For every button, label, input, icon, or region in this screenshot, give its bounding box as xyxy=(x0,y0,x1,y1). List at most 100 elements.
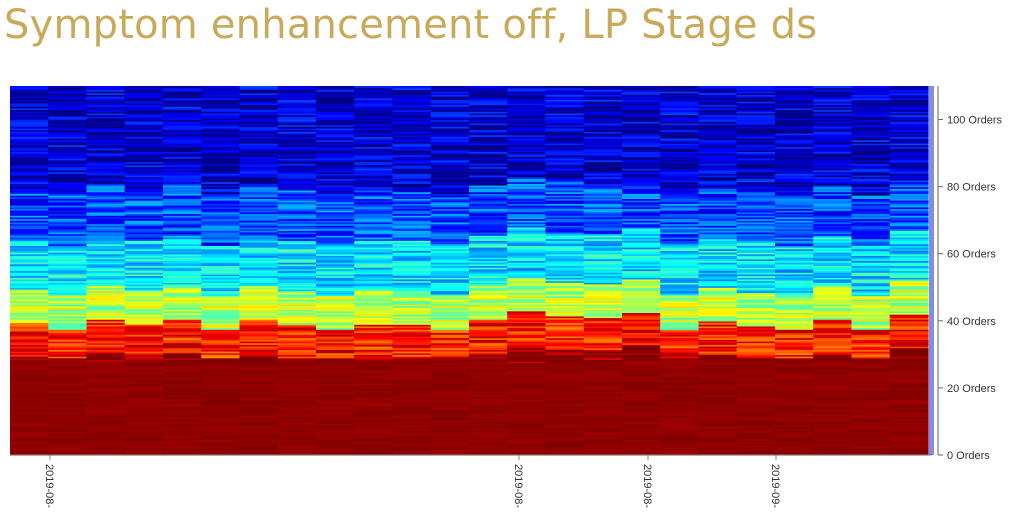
heatmap-cell xyxy=(545,310,585,314)
heatmap-cell xyxy=(86,312,126,315)
heatmap-cell xyxy=(545,178,585,181)
heatmap-cell xyxy=(660,129,700,132)
heatmap-cell xyxy=(430,397,470,401)
heatmap-cell xyxy=(851,377,891,381)
heatmap-cell xyxy=(430,347,470,350)
heatmap-cell xyxy=(124,340,164,344)
heatmap-cell xyxy=(239,245,279,248)
heatmap-cell xyxy=(698,431,738,434)
heatmap-cell xyxy=(430,352,470,355)
heatmap-cell xyxy=(239,260,279,263)
heatmap-cell xyxy=(736,111,776,114)
heatmap-cell xyxy=(392,377,432,381)
heatmap-cell xyxy=(201,154,241,158)
heatmap-cell xyxy=(277,344,317,347)
heatmap-cell xyxy=(10,404,49,407)
heatmap-cell xyxy=(698,91,738,94)
heatmap-cell xyxy=(660,112,700,116)
heatmap-cell xyxy=(851,193,891,196)
heatmap-cell xyxy=(239,156,279,159)
heatmap-cell xyxy=(430,148,470,151)
heatmap-cell xyxy=(86,178,126,181)
heatmap-cell xyxy=(736,186,776,189)
heatmap-cell xyxy=(163,421,202,424)
heatmap-cell xyxy=(660,345,700,349)
heatmap-cell xyxy=(354,413,394,416)
heatmap-cell xyxy=(124,376,164,379)
heatmap-cell xyxy=(354,252,394,255)
heatmap-cell xyxy=(698,268,738,272)
heatmap-cell xyxy=(277,434,317,438)
heatmap-cell xyxy=(469,307,508,310)
heatmap-cell xyxy=(48,163,88,166)
heatmap-cell xyxy=(736,253,776,257)
heatmap-cell xyxy=(354,392,394,396)
heatmap-cell xyxy=(813,431,853,434)
heatmap-cell xyxy=(86,449,126,453)
heatmap-cell xyxy=(583,122,623,126)
heatmap-cell xyxy=(545,114,585,117)
heatmap-cell xyxy=(813,151,853,154)
heatmap-cell xyxy=(698,253,738,257)
heatmap-cell xyxy=(124,342,164,345)
heatmap-cell xyxy=(469,376,508,379)
heatmap-cell xyxy=(430,376,470,379)
heatmap-cell xyxy=(239,107,279,111)
heatmap-cell xyxy=(201,414,241,418)
heatmap-cell xyxy=(10,278,49,282)
heatmap-cell xyxy=(163,218,202,221)
heatmap-cell xyxy=(736,112,776,116)
heatmap-cell xyxy=(277,188,317,191)
heatmap-cell xyxy=(316,201,355,205)
heatmap-cell xyxy=(163,260,202,263)
heatmap-cell xyxy=(660,413,700,416)
heatmap-cell xyxy=(124,414,164,418)
heatmap-cell xyxy=(163,392,202,396)
heatmap-cell xyxy=(316,403,355,406)
heatmap-cell xyxy=(622,285,661,288)
heatmap-cell xyxy=(201,270,241,273)
heatmap-cell xyxy=(392,191,432,194)
heatmap-cell xyxy=(469,327,508,330)
heatmap-cell xyxy=(201,371,241,374)
heatmap-cell xyxy=(660,431,700,434)
heatmap-cell xyxy=(469,304,508,307)
heatmap-cell xyxy=(430,359,470,362)
heatmap-cell xyxy=(86,106,126,109)
heatmap-cell xyxy=(698,344,738,347)
heatmap-cell xyxy=(430,413,470,416)
heatmap-cell xyxy=(813,132,853,136)
heatmap-cell xyxy=(660,206,700,210)
heatmap-cell xyxy=(622,453,661,456)
heatmap-cell xyxy=(239,86,279,89)
heatmap-cell xyxy=(10,144,49,147)
heatmap-cell xyxy=(851,310,891,314)
heatmap-cell xyxy=(507,329,547,332)
heatmap-cell xyxy=(201,272,241,275)
heatmap-cell xyxy=(124,112,164,116)
heatmap-cell xyxy=(545,324,585,327)
heatmap-cell xyxy=(507,174,547,178)
heatmap-cell xyxy=(239,322,279,325)
heatmap-cell xyxy=(86,387,126,391)
heatmap-cell xyxy=(698,340,738,344)
heatmap-cell xyxy=(469,436,508,439)
heatmap-cell xyxy=(124,332,164,335)
heatmap-cell xyxy=(813,86,853,89)
heatmap-cell xyxy=(736,126,776,129)
heatmap-cell xyxy=(660,189,700,193)
heatmap-cell xyxy=(507,112,547,116)
heatmap-cell xyxy=(660,94,700,97)
heatmap-cell xyxy=(545,102,585,106)
heatmap-cell xyxy=(851,287,891,290)
heatmap-cell xyxy=(124,366,164,369)
heatmap-cell xyxy=(48,342,88,345)
heatmap-cell xyxy=(507,369,547,372)
heatmap-cell xyxy=(277,184,317,188)
heatmap-cell xyxy=(583,263,623,267)
heatmap-cell xyxy=(201,220,241,223)
heatmap-cell xyxy=(775,305,814,308)
heatmap-cell xyxy=(775,144,814,147)
heatmap-cell xyxy=(10,329,49,332)
heatmap-cell xyxy=(507,357,547,360)
